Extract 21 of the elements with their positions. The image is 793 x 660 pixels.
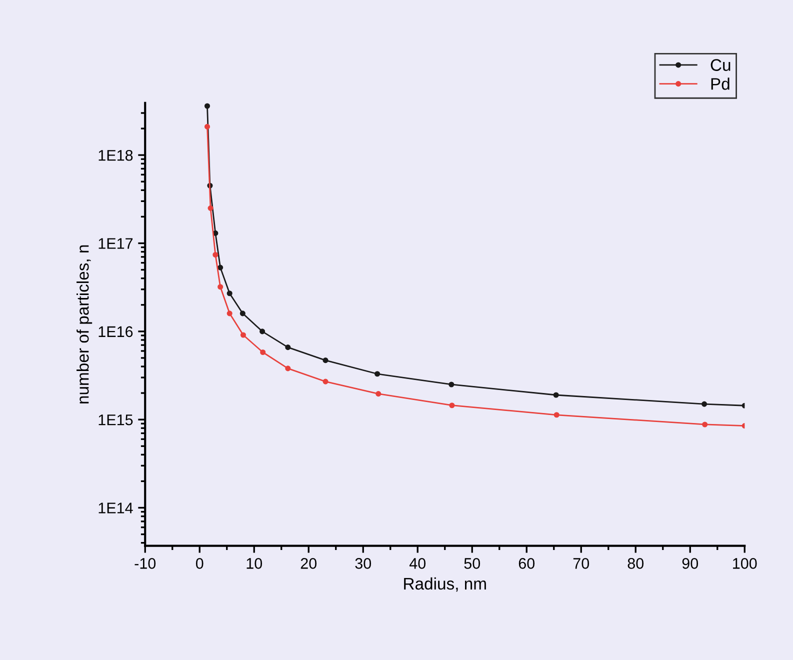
x-axis-title: Radius, nm bbox=[404, 577, 486, 592]
y-tick-label: 1E17 bbox=[98, 238, 133, 249]
y-tick-label: 1E15 bbox=[98, 414, 133, 426]
y-tick-label: 1E16 bbox=[98, 326, 133, 338]
x-tick-label: -10 bbox=[134, 558, 156, 569]
x-tick-label: 70 bbox=[573, 558, 590, 569]
legend-label: Pd bbox=[711, 78, 730, 90]
x-tick-label: 60 bbox=[518, 558, 535, 569]
y-tick-label: 1E14 bbox=[98, 502, 133, 514]
x-tick-label: 0 bbox=[196, 558, 204, 569]
y-tick-label: 1E18 bbox=[98, 150, 133, 161]
y-axis-title: number of particles, n bbox=[76, 245, 92, 404]
x-tick-label: 80 bbox=[628, 558, 644, 569]
x-tick-label: 90 bbox=[682, 558, 698, 569]
x-tick-label: 30 bbox=[355, 558, 372, 569]
x-tick-label: 100 bbox=[733, 558, 757, 569]
legend-label: Cu bbox=[710, 59, 730, 71]
x-tick-label: 20 bbox=[300, 558, 317, 569]
x-tick-label: 40 bbox=[409, 558, 426, 569]
x-tick-label: 10 bbox=[246, 558, 262, 569]
x-tick-label: 50 bbox=[464, 558, 480, 569]
